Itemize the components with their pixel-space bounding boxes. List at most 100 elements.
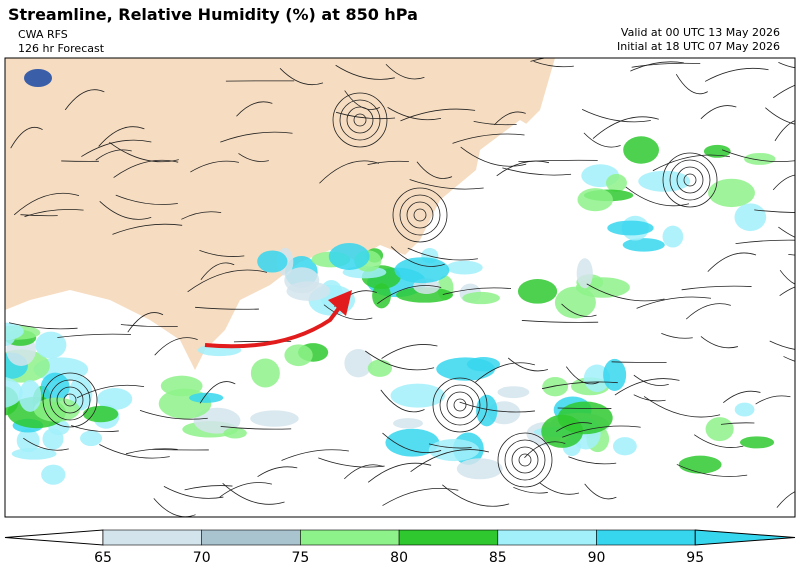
streamline bbox=[319, 160, 380, 184]
streamline bbox=[257, 466, 298, 478]
humidity-blob bbox=[497, 386, 530, 399]
humidity-blob bbox=[41, 464, 66, 485]
humidity-blob bbox=[284, 344, 313, 367]
humidity-blob bbox=[623, 136, 659, 164]
humidity-blob bbox=[605, 173, 627, 192]
land bbox=[5, 58, 555, 370]
colorbar-label: 70 bbox=[193, 550, 211, 566]
humidity-blob bbox=[42, 428, 64, 450]
streamline bbox=[220, 131, 293, 143]
streamline bbox=[190, 160, 240, 173]
humidity-blob bbox=[5, 356, 6, 360]
colorbar-label: 80 bbox=[390, 550, 408, 566]
streamline bbox=[200, 262, 235, 280]
streamline bbox=[556, 422, 592, 432]
humidity-blob bbox=[385, 428, 440, 457]
humidity-blob bbox=[257, 250, 288, 273]
streamline bbox=[8, 322, 78, 330]
streamline bbox=[557, 407, 612, 409]
vortex bbox=[346, 106, 374, 134]
humidity-blob bbox=[456, 458, 503, 480]
streamline bbox=[10, 126, 43, 149]
vortex bbox=[332, 92, 388, 148]
vortex bbox=[497, 432, 553, 488]
streamline bbox=[769, 340, 795, 350]
streamline bbox=[502, 167, 572, 176]
streamline bbox=[64, 89, 105, 111]
humidity-blob bbox=[577, 188, 613, 212]
vortex bbox=[511, 446, 539, 474]
logo bbox=[24, 69, 52, 87]
colorbar-box bbox=[102, 529, 202, 546]
streamline bbox=[120, 324, 178, 328]
streamline bbox=[410, 449, 490, 473]
streamline bbox=[380, 389, 425, 413]
colorbar: 65 70 75 80 85 90 95 bbox=[4, 529, 796, 566]
humidity-blob bbox=[250, 410, 299, 427]
streamline bbox=[220, 426, 292, 430]
humidity-blob bbox=[96, 388, 133, 410]
streamline bbox=[154, 337, 198, 356]
humidity-blob bbox=[542, 377, 569, 397]
streamline bbox=[473, 120, 517, 126]
colorbar-box bbox=[201, 529, 301, 546]
streamline bbox=[583, 132, 621, 148]
streamline bbox=[592, 116, 659, 139]
colorbar-high bbox=[694, 529, 796, 546]
streamline bbox=[442, 484, 510, 507]
humidity-blob bbox=[612, 437, 637, 456]
streamline bbox=[721, 149, 795, 162]
humidity-blob bbox=[367, 359, 392, 377]
streamline bbox=[23, 437, 69, 451]
streamline bbox=[614, 378, 680, 396]
streamline bbox=[99, 444, 170, 459]
vortex bbox=[518, 453, 532, 467]
humidity-blob bbox=[576, 258, 593, 289]
colorbar-label: 90 bbox=[588, 550, 606, 566]
streamline bbox=[112, 223, 183, 235]
humidity-blob bbox=[446, 260, 483, 275]
streamline bbox=[187, 269, 268, 293]
humidity-blob bbox=[286, 281, 331, 301]
streamline bbox=[631, 62, 701, 68]
vortex bbox=[453, 398, 467, 412]
streamline bbox=[681, 285, 752, 291]
vortex bbox=[662, 152, 718, 208]
colorbar-box bbox=[497, 529, 597, 546]
valid-time: Valid at 00 UTC 13 May 2026 bbox=[621, 26, 780, 39]
humidity-blob bbox=[393, 418, 423, 429]
humidity-blob bbox=[428, 439, 480, 462]
humidity-blob bbox=[250, 358, 280, 388]
streamline bbox=[57, 333, 131, 338]
streamline bbox=[700, 105, 737, 120]
streamline bbox=[779, 269, 795, 285]
streamlines bbox=[8, 58, 795, 517]
colorbar-low bbox=[4, 529, 104, 546]
streamline bbox=[513, 486, 548, 494]
streamline bbox=[416, 161, 453, 179]
streamline bbox=[13, 192, 80, 216]
vortex bbox=[406, 201, 434, 229]
streamline bbox=[382, 488, 459, 506]
streamline bbox=[238, 153, 269, 162]
streamline bbox=[139, 410, 208, 420]
vortex bbox=[49, 379, 91, 421]
vortex bbox=[683, 173, 697, 187]
humidity-blob bbox=[517, 279, 558, 304]
streamline bbox=[633, 374, 669, 386]
humidity-blob bbox=[40, 372, 70, 403]
humidity-blob bbox=[603, 358, 627, 391]
humidity-blob bbox=[678, 455, 722, 474]
streamline bbox=[776, 491, 795, 508]
streamline bbox=[661, 332, 693, 339]
streamline bbox=[181, 211, 222, 220]
humidity-blob bbox=[739, 436, 775, 449]
streamline bbox=[778, 226, 795, 238]
streamline bbox=[541, 381, 618, 390]
streamline bbox=[494, 111, 526, 126]
streamline bbox=[568, 456, 617, 465]
streamline bbox=[99, 201, 152, 220]
streamline bbox=[755, 395, 791, 405]
vortex bbox=[439, 384, 481, 426]
